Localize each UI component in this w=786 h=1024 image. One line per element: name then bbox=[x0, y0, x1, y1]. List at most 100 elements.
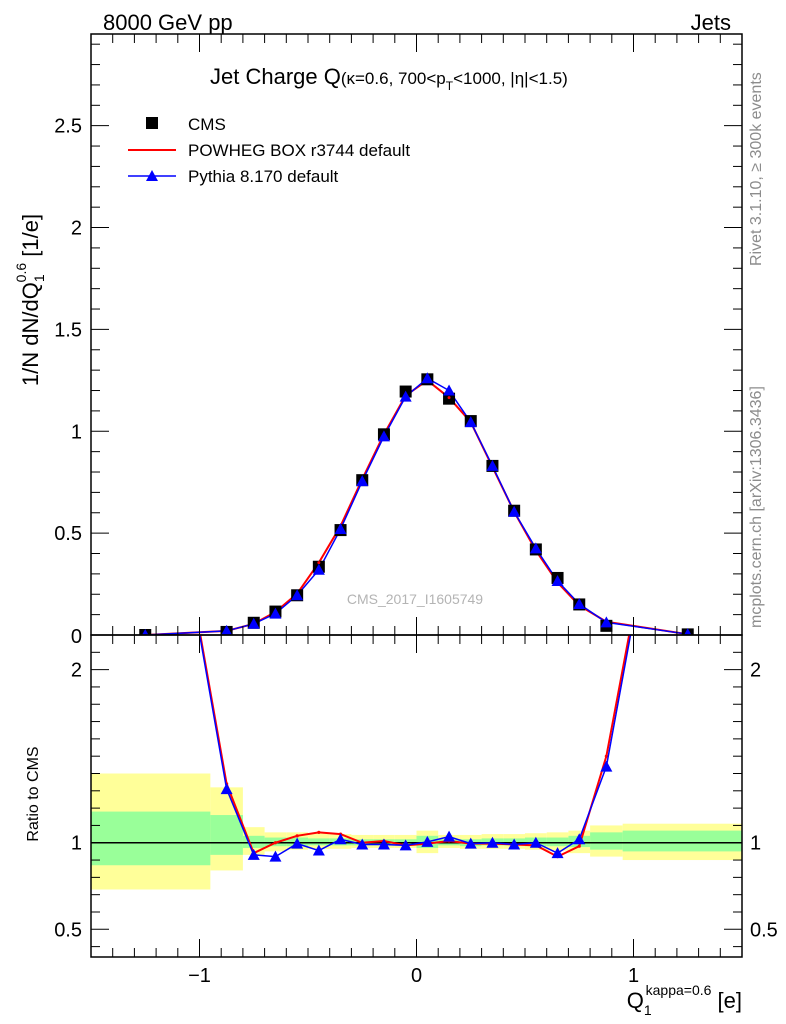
x-title-sup: kappa=0.6 bbox=[646, 982, 712, 998]
pythia-ratio-point bbox=[682, 317, 694, 328]
y-title-tail: [1/e] bbox=[18, 214, 43, 263]
pythia-ratio-point bbox=[529, 836, 542, 848]
pythia-ratio-point bbox=[399, 839, 412, 851]
ratio-y-tick-label-right: 1 bbox=[750, 833, 761, 855]
chart-title-sub: (κ=0.6, 700<p bbox=[341, 69, 446, 88]
uncertainty-band-inner bbox=[590, 832, 623, 850]
pythia-ratio-point bbox=[312, 844, 325, 856]
chart-title-sub-tail: <1000, |η|<1.5) bbox=[453, 69, 568, 88]
pythia-point bbox=[600, 616, 613, 628]
powheg-point bbox=[317, 561, 321, 565]
y-tick-label: 1.5 bbox=[54, 319, 82, 341]
y-title-sub: 1 bbox=[31, 274, 47, 282]
pythia-ratio-line bbox=[198, 635, 632, 858]
ratio-plot-panel: 0.5 0.51 12 2 −1 0 1 Ratio to CMS Q1kappa=0.6… bbox=[25, 317, 778, 1018]
pythia-point bbox=[399, 390, 412, 402]
pythia-ratio-point bbox=[334, 833, 347, 845]
legend-marker-cms bbox=[146, 117, 158, 129]
legend-marker-pythia bbox=[146, 170, 158, 181]
rivet-info: Rivet 3.1.10, ≥ 300k events bbox=[748, 72, 765, 266]
ratio-y-tick-label-right: 0.5 bbox=[750, 919, 778, 941]
pythia-ratio-point bbox=[421, 835, 434, 847]
powheg-ratio-point bbox=[604, 754, 608, 758]
pythia-point bbox=[684, 628, 692, 635]
ratio-y-axis-title: Ratio to CMS bbox=[25, 746, 42, 841]
uncertainty-band-inner bbox=[546, 837, 569, 847]
pythia-point bbox=[221, 624, 233, 635]
pythia-point bbox=[551, 575, 564, 587]
x-title-tail: [e] bbox=[711, 988, 742, 1013]
x-tick-label: 1 bbox=[628, 965, 639, 987]
ratio-y-tick-label-left: 0.5 bbox=[54, 919, 82, 941]
uncertainty-band-inner bbox=[91, 811, 211, 866]
legend-label-pythia: Pythia 8.170 default bbox=[188, 167, 339, 186]
pythia-point bbox=[377, 430, 390, 442]
pythia-point bbox=[486, 459, 499, 471]
pythia-ratio-point bbox=[269, 850, 282, 862]
pythia-ratio-point bbox=[139, 317, 151, 328]
y-tick-label: 2.5 bbox=[54, 116, 82, 138]
ratio-y-tick-label-right: 2 bbox=[750, 660, 761, 682]
pythia-point bbox=[141, 629, 149, 635]
main-y-axis-title: 1/N dN/dQ10.6 [1/e] bbox=[13, 214, 47, 386]
pythia-ratio-point bbox=[573, 833, 586, 845]
pythia-ratio-point bbox=[377, 838, 390, 850]
chart-title: Jet Charge Q(κ=0.6, 700<pT<1000, |η|<1.5… bbox=[210, 64, 568, 93]
powheg-point bbox=[447, 396, 451, 400]
y-tick-label-zero: 0 bbox=[71, 626, 82, 648]
powheg-ratio-line bbox=[199, 635, 631, 858]
y-title-main: 1/N dN/dQ bbox=[18, 282, 43, 386]
pythia-point bbox=[269, 607, 282, 619]
chart-title-main: Jet Charge Q bbox=[210, 64, 341, 89]
pythia-point bbox=[443, 384, 456, 396]
x-title-sub: 1 bbox=[644, 1002, 652, 1018]
powheg-ratio-point bbox=[686, 322, 689, 325]
x-title-main: Q bbox=[627, 988, 644, 1013]
category-label: Jets bbox=[691, 10, 731, 35]
y-tick-label: 1 bbox=[71, 421, 82, 443]
powheg-ratio-point bbox=[144, 322, 147, 325]
pythia-point bbox=[247, 617, 260, 629]
x-axis-title: Q1 kappa=0.6 [e] bbox=[627, 982, 742, 1018]
powheg-ratio-point bbox=[295, 834, 299, 838]
powheg-ratio-point bbox=[317, 830, 321, 834]
y-tick-label: 0.5 bbox=[54, 523, 82, 545]
pythia-point bbox=[573, 598, 586, 610]
chart-title-sub-sub: T bbox=[446, 79, 454, 93]
pythia-point bbox=[421, 372, 434, 384]
pythia-ratio-point bbox=[356, 838, 369, 850]
y-tick-label: 2 bbox=[71, 218, 82, 240]
main-plot-panel: 0.5 1 1.5 2 2.5 0 CMS_2017_I1605749 Jet Charg… bbox=[13, 33, 743, 648]
powheg-ratio-point bbox=[577, 844, 581, 848]
pythia-ratio-point bbox=[220, 783, 233, 795]
svg-text:1/N dN/dQ10.6 [1/e]: 1/N dN/dQ10.6 [1/e] bbox=[13, 214, 47, 386]
powheg-ratio-point bbox=[273, 841, 278, 845]
y-title-sup: 0.6 bbox=[13, 263, 29, 283]
pythia-point bbox=[334, 523, 347, 535]
legend: CMS POWHEG BOX r3744 default Pythia 8.17… bbox=[128, 115, 410, 186]
pythia-ratio-point bbox=[508, 838, 521, 850]
uncertainty-band-inner bbox=[622, 830, 742, 852]
pythia-point bbox=[529, 542, 542, 554]
x-tick-label: 0 bbox=[411, 965, 422, 987]
uncertainty-band-inner bbox=[308, 838, 330, 846]
legend-label-cms: CMS bbox=[188, 115, 226, 134]
pythia-ratio-point bbox=[247, 848, 260, 860]
pythia-ratio-point bbox=[291, 837, 304, 849]
pythia-ratio-point bbox=[443, 830, 456, 842]
pythia-ratio-point bbox=[464, 837, 477, 849]
pythia-point bbox=[464, 416, 477, 428]
pythia-point bbox=[356, 475, 369, 487]
pythia-point bbox=[312, 563, 325, 575]
ratio-y-tick-label-left: 1 bbox=[71, 833, 82, 855]
pythia-ratio-point bbox=[551, 847, 564, 859]
pythia-ratio-point bbox=[600, 760, 613, 772]
x-tick-label: −1 bbox=[188, 965, 211, 987]
uncertainty-band-inner bbox=[210, 815, 243, 855]
ratio-y-tick-label-left: 2 bbox=[71, 660, 82, 682]
pythia-point bbox=[291, 589, 304, 601]
energy-label: 8000 GeV pp bbox=[103, 10, 233, 35]
pythia-ratio-point bbox=[486, 836, 499, 848]
mcplots-info: mcplots.cern.ch [arXiv:1306.3436] bbox=[748, 386, 765, 628]
